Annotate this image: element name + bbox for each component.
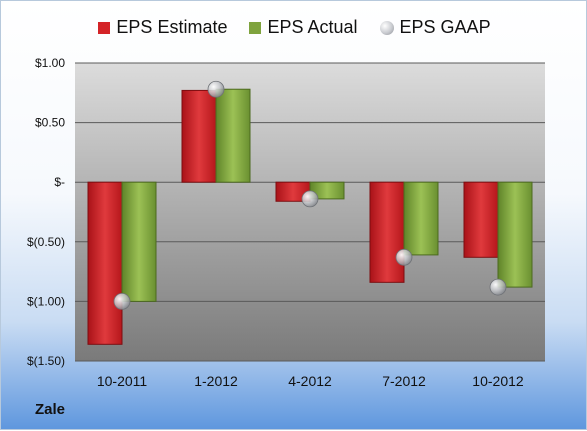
x-tick-label: 1-2012 xyxy=(194,373,238,389)
y-tick-label: $(0.50) xyxy=(27,235,65,249)
legend-label-gaap: EPS GAAP xyxy=(399,17,491,37)
bar-eps-estimate xyxy=(87,181,123,345)
marker-eps-gaap xyxy=(489,278,507,296)
y-tick-label: $(1.00) xyxy=(27,294,65,308)
bar-eps-actual xyxy=(215,88,251,183)
legend-item-gaap: EPS GAAP xyxy=(379,17,491,38)
legend-label-actual: EPS Actual xyxy=(267,17,358,37)
marker-eps-gaap xyxy=(395,248,413,266)
bar-eps-actual xyxy=(497,181,533,288)
legend-swatch-actual xyxy=(249,21,262,34)
bar-eps-estimate xyxy=(463,181,499,258)
bar-eps-actual xyxy=(121,181,157,302)
legend: EPS Estimate EPS Actual EPS GAAP xyxy=(1,17,587,38)
marker-eps-gaap xyxy=(207,80,225,98)
y-tick-label: $- xyxy=(54,175,65,189)
x-tick-label: 10-2012 xyxy=(472,373,524,389)
bar-eps-estimate xyxy=(181,89,217,183)
legend-swatch-estimate xyxy=(98,21,111,34)
marker-eps-gaap xyxy=(301,190,319,208)
legend-swatch-gaap xyxy=(379,20,394,35)
legend-item-estimate: EPS Estimate xyxy=(98,17,227,38)
legend-label-estimate: EPS Estimate xyxy=(116,17,228,37)
y-tick-label: $0.50 xyxy=(35,116,65,130)
x-tick-label: 10-2011 xyxy=(97,373,148,389)
company-name: Zale xyxy=(35,401,66,418)
legend-item-actual: EPS Actual xyxy=(249,17,358,38)
bar-eps-actual xyxy=(403,181,439,256)
marker-eps-gaap xyxy=(113,292,131,310)
bar-eps-estimate xyxy=(369,181,405,283)
x-tick-label: 4-2012 xyxy=(288,373,332,389)
y-tick-label: $1.00 xyxy=(35,56,65,70)
y-tick-label: $(1.50) xyxy=(27,354,65,368)
x-tick-label: 7-2012 xyxy=(382,373,426,389)
